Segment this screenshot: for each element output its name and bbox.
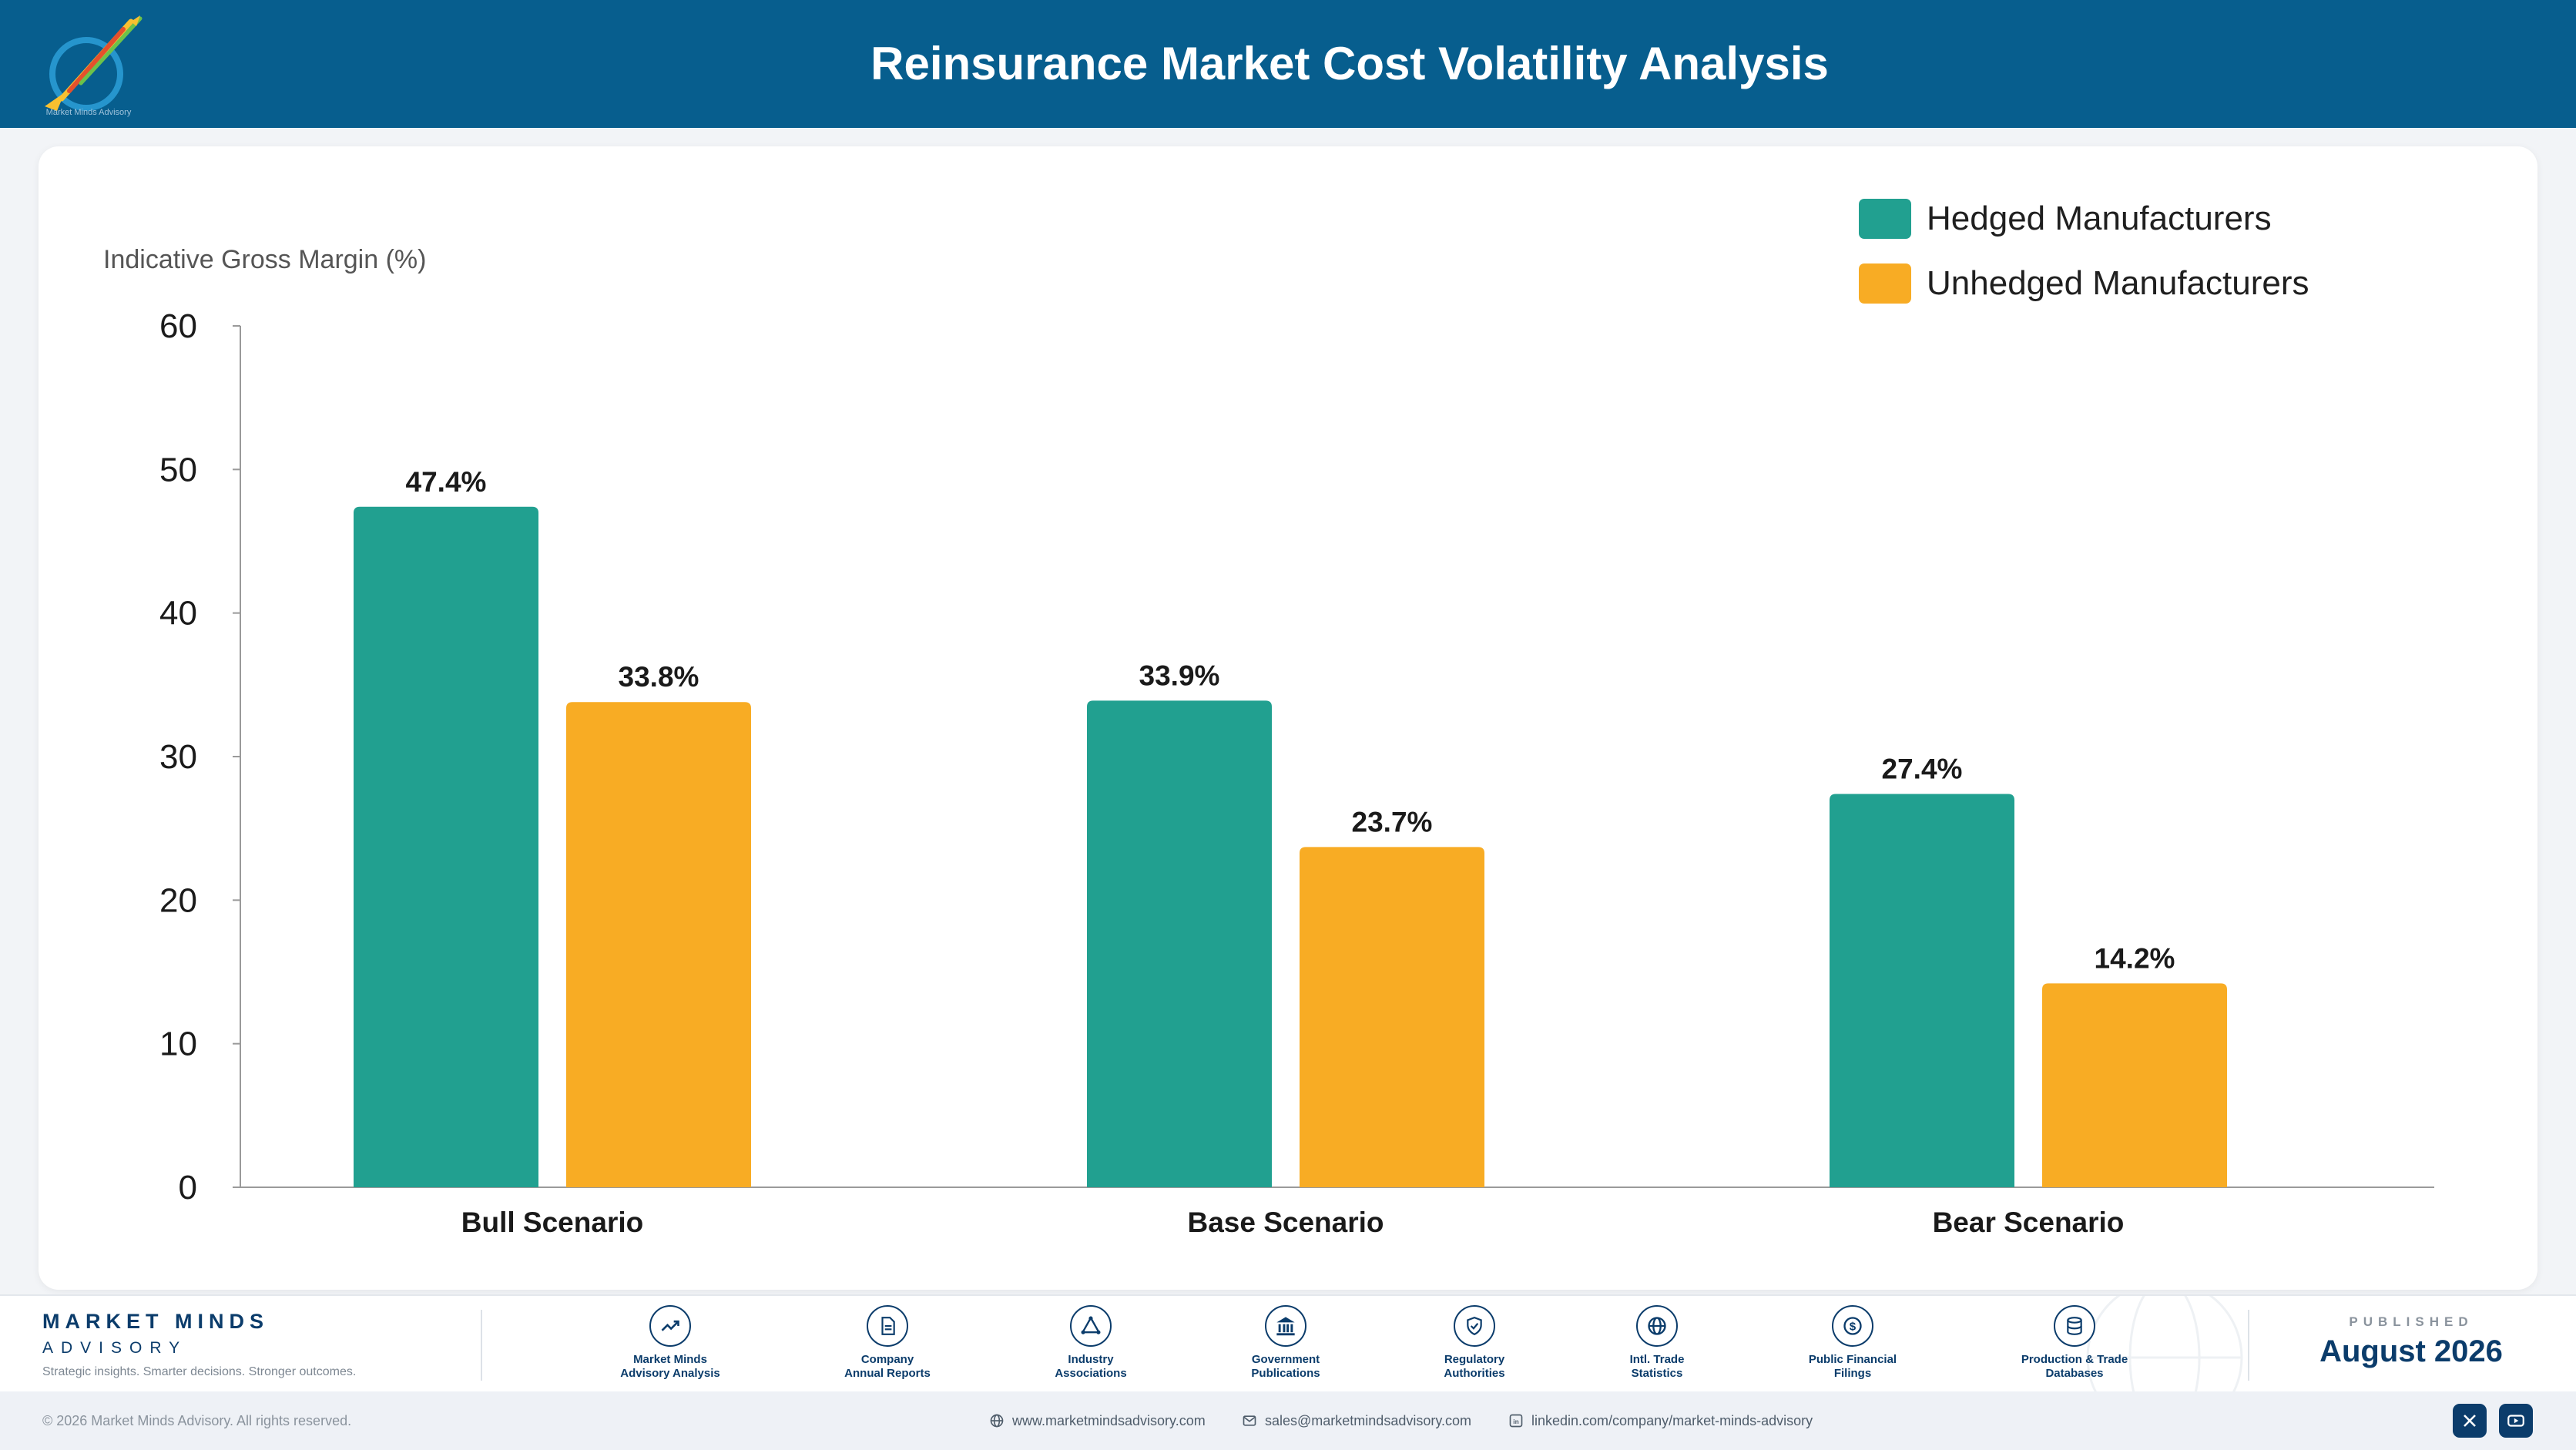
shield-check-icon xyxy=(1454,1305,1495,1347)
database-icon xyxy=(2054,1305,2095,1347)
source-label: Market Minds Advisory Analysis xyxy=(620,1353,720,1380)
y-tick-label: 30 xyxy=(159,738,197,776)
y-tick-label: 60 xyxy=(159,307,197,345)
x-category-label: Bull Scenario xyxy=(461,1207,643,1238)
network-icon xyxy=(1070,1305,1112,1347)
bar-chart: Indicative Gross Margin (%) 0 10 20 30 40 50 60… xyxy=(103,245,2434,1238)
website-text: www.marketmindsadvisory.com xyxy=(1012,1412,1206,1428)
bar-unhedged xyxy=(566,702,751,1187)
y-tick-label: 50 xyxy=(159,451,197,488)
globe-watermark-icon xyxy=(2086,1296,2243,1391)
svg-text:in: in xyxy=(1513,1418,1518,1425)
source-label: Government Publications xyxy=(1251,1353,1320,1380)
email-text: sales@marketmindsadvisory.com xyxy=(1265,1412,1472,1428)
published-label: PUBLISHED xyxy=(2349,1314,2474,1329)
linkedin-text: linkedin.com/company/market-minds-adviso… xyxy=(1531,1412,1813,1428)
footer-divider xyxy=(2248,1310,2249,1381)
legend-item-hedged[interactable]: Hedged Manufacturers xyxy=(1859,186,2309,251)
market-minds-logo-icon xyxy=(45,15,143,111)
bar-hedged xyxy=(1087,700,1272,1187)
x-category-label: Base Scenario xyxy=(1187,1207,1384,1238)
footer-divider xyxy=(481,1310,482,1381)
logo-caption: Market Minds Advisory xyxy=(45,108,132,117)
footer: MARKET MINDS ADVISORY Strategic insights… xyxy=(0,1294,2576,1391)
bar-value-label: 33.9% xyxy=(1139,660,1220,691)
source-label: Intl. Trade Statistics xyxy=(1629,1353,1685,1380)
email-link[interactable]: sales@marketmindsadvisory.com xyxy=(1242,1391,1471,1450)
trend-chart-icon xyxy=(649,1305,691,1347)
chart-card: Indicative Gross Margin (%) 0 10 20 30 40 50 60… xyxy=(39,146,2537,1290)
page-title: Reinsurance Market Cost Volatility Analy… xyxy=(870,38,1829,89)
source-regulatory-authorities: Regulatory Authorities xyxy=(1397,1305,1551,1381)
bar-hedged xyxy=(1830,794,2014,1187)
bar-unhedged xyxy=(2042,983,2227,1187)
government-building-icon xyxy=(1265,1305,1306,1347)
bar-hedged xyxy=(354,506,538,1187)
svg-text:$: $ xyxy=(1850,1320,1857,1333)
youtube-icon[interactable] xyxy=(2499,1404,2533,1438)
y-axis-title: Indicative Gross Margin (%) xyxy=(103,245,426,274)
brand-tagline: Strategic insights. Smarter decisions. S… xyxy=(42,1365,357,1378)
bottom-bar: © 2026 Market Minds Advisory. All rights… xyxy=(0,1391,2576,1450)
x-category-label: Bear Scenario xyxy=(1933,1207,2125,1238)
x-icon[interactable] xyxy=(2453,1404,2487,1438)
source-label: Regulatory Authorities xyxy=(1444,1353,1505,1380)
bar-unhedged xyxy=(1300,847,1484,1187)
source-government-publications: Government Publications xyxy=(1209,1305,1363,1381)
brand-name: MARKET MINDS xyxy=(42,1310,269,1333)
legend-label-unhedged: Unhedged Manufacturers xyxy=(1927,264,2309,302)
source-label: Production & Trade Databases xyxy=(2021,1353,2128,1380)
envelope-icon xyxy=(1243,1415,1256,1426)
brand-subtitle: ADVISORY xyxy=(42,1339,188,1357)
y-tick-label: 10 xyxy=(159,1025,197,1063)
dollar-coin-icon: $ xyxy=(1832,1305,1873,1347)
y-tick-label: 0 xyxy=(179,1169,197,1207)
website-link[interactable]: www.marketmindsadvisory.com xyxy=(989,1391,1206,1450)
globe-icon xyxy=(1636,1305,1678,1347)
y-tick-label: 40 xyxy=(159,595,197,633)
source-label: Industry Associations xyxy=(1055,1353,1127,1380)
legend-label-hedged: Hedged Manufacturers xyxy=(1927,200,2272,237)
linkedin-link[interactable]: in linkedin.com/company/market-minds-adv… xyxy=(1508,1391,1813,1450)
y-tick-label: 20 xyxy=(159,881,197,919)
legend-item-unhedged[interactable]: Unhedged Manufacturers xyxy=(1859,251,2309,316)
source-label: Public Financial Filings xyxy=(1808,1353,1897,1380)
source-financial-filings: $ Public Financial Filings xyxy=(1776,1305,1930,1381)
bar-value-label: 27.4% xyxy=(1882,753,1963,784)
source-market-minds: Market Minds Advisory Analysis xyxy=(593,1305,747,1381)
document-icon xyxy=(867,1305,908,1347)
source-company-reports: Company Annual Reports xyxy=(810,1305,964,1381)
header-bar: Market Minds Advisory Reinsurance Market… xyxy=(0,0,2576,128)
copyright-text: © 2026 Market Minds Advisory. All rights… xyxy=(42,1413,352,1428)
bar-value-label: 33.8% xyxy=(619,661,699,693)
bar-value-label: 14.2% xyxy=(2095,942,2175,974)
published-date: August 2026 xyxy=(2319,1334,2503,1368)
source-label: Company Annual Reports xyxy=(844,1353,931,1380)
legend-swatch-unhedged xyxy=(1859,263,1911,304)
bar-value-label: 23.7% xyxy=(1352,806,1433,837)
linkedin-icon: in xyxy=(1509,1414,1523,1428)
source-trade-databases: Production & Trade Databases xyxy=(1997,1305,2152,1381)
source-trade-statistics: Intl. Trade Statistics xyxy=(1580,1305,1734,1381)
source-industry-associations: Industry Associations xyxy=(1014,1305,1168,1381)
globe-icon xyxy=(990,1414,1004,1428)
chart-legend: Hedged Manufacturers Unhedged Manufactur… xyxy=(1859,186,2309,316)
legend-swatch-hedged xyxy=(1859,199,1911,239)
bar-value-label: 47.4% xyxy=(406,466,487,498)
